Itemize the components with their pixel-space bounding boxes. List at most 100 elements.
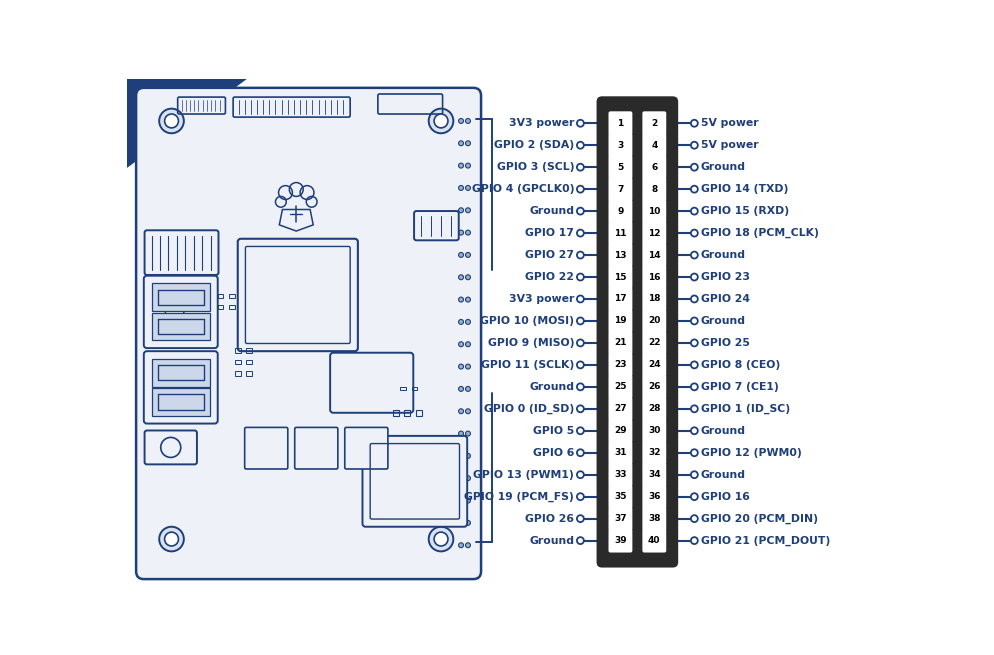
FancyBboxPatch shape (144, 351, 218, 424)
FancyBboxPatch shape (642, 397, 666, 421)
Text: 33: 33 (613, 470, 626, 479)
Circle shape (428, 527, 453, 552)
Text: Ground: Ground (529, 382, 574, 392)
Text: 39: 39 (613, 536, 626, 545)
Text: GPIO 5: GPIO 5 (533, 426, 574, 436)
FancyBboxPatch shape (345, 428, 388, 469)
Circle shape (690, 537, 697, 544)
Circle shape (577, 339, 583, 346)
Circle shape (577, 141, 583, 149)
Circle shape (690, 185, 697, 193)
FancyBboxPatch shape (642, 221, 666, 245)
FancyBboxPatch shape (608, 243, 632, 267)
Circle shape (577, 164, 583, 171)
Circle shape (577, 449, 583, 456)
Circle shape (465, 141, 470, 146)
Circle shape (690, 405, 697, 412)
Text: 8: 8 (650, 185, 657, 194)
Text: GPIO 4 (GPCLK0): GPIO 4 (GPCLK0) (471, 184, 574, 194)
Circle shape (465, 275, 470, 280)
Text: Ground: Ground (529, 536, 574, 546)
Text: 9: 9 (616, 206, 623, 215)
Circle shape (577, 318, 583, 324)
Circle shape (159, 527, 184, 552)
FancyBboxPatch shape (136, 88, 480, 579)
Text: 17: 17 (613, 295, 626, 303)
Text: 38: 38 (647, 514, 660, 523)
Circle shape (458, 163, 463, 168)
Text: 7: 7 (616, 185, 623, 194)
Bar (218, 305, 223, 309)
Circle shape (458, 119, 463, 123)
FancyBboxPatch shape (642, 287, 666, 311)
Text: 4: 4 (650, 141, 657, 150)
Text: GPIO 27: GPIO 27 (525, 250, 574, 260)
Circle shape (164, 114, 178, 128)
FancyBboxPatch shape (608, 265, 632, 289)
Text: 22: 22 (647, 339, 660, 347)
Text: 26: 26 (647, 383, 660, 391)
Text: 37: 37 (613, 514, 626, 523)
Circle shape (690, 339, 697, 346)
Text: 31: 31 (613, 448, 626, 457)
Text: GPIO 6: GPIO 6 (533, 448, 574, 458)
Text: 30: 30 (647, 426, 660, 436)
Bar (235, 371, 241, 376)
FancyBboxPatch shape (608, 309, 632, 333)
Text: GPIO 23: GPIO 23 (700, 272, 748, 282)
Circle shape (690, 427, 697, 434)
FancyBboxPatch shape (642, 178, 666, 201)
Text: GPIO 11 (SCLK): GPIO 11 (SCLK) (480, 360, 574, 370)
Text: 11: 11 (613, 229, 626, 238)
Circle shape (458, 342, 463, 346)
FancyBboxPatch shape (608, 441, 632, 464)
Text: GPIO 16: GPIO 16 (700, 492, 748, 502)
Text: Ground: Ground (529, 206, 574, 216)
Circle shape (433, 532, 447, 546)
FancyBboxPatch shape (608, 463, 632, 487)
Circle shape (577, 362, 583, 368)
Circle shape (458, 386, 463, 392)
FancyBboxPatch shape (144, 276, 218, 348)
Text: 10: 10 (647, 206, 660, 215)
Circle shape (690, 120, 697, 126)
Circle shape (465, 543, 470, 548)
Circle shape (458, 431, 463, 436)
Text: GPIO 12 (PWM0): GPIO 12 (PWM0) (700, 448, 800, 458)
Circle shape (690, 230, 697, 236)
Text: 35: 35 (613, 492, 626, 501)
Text: 1: 1 (616, 119, 623, 128)
Circle shape (465, 364, 470, 369)
Text: 3V3 power: 3V3 power (508, 119, 574, 128)
Circle shape (458, 409, 463, 414)
Circle shape (433, 114, 447, 128)
Circle shape (690, 318, 697, 324)
Circle shape (465, 453, 470, 458)
FancyBboxPatch shape (330, 353, 413, 413)
Circle shape (577, 208, 583, 215)
Bar (246, 371, 252, 376)
Circle shape (577, 471, 583, 478)
FancyBboxPatch shape (245, 428, 287, 469)
FancyBboxPatch shape (608, 155, 632, 179)
Circle shape (458, 275, 463, 280)
Circle shape (458, 185, 463, 191)
Polygon shape (126, 79, 246, 167)
FancyBboxPatch shape (608, 331, 632, 355)
Circle shape (577, 515, 583, 522)
Bar (412, 386, 416, 390)
FancyBboxPatch shape (608, 287, 632, 311)
Circle shape (458, 320, 463, 324)
Circle shape (690, 493, 697, 500)
Circle shape (465, 409, 470, 414)
FancyBboxPatch shape (608, 221, 632, 245)
Circle shape (577, 405, 583, 412)
FancyBboxPatch shape (608, 485, 632, 508)
FancyBboxPatch shape (362, 436, 467, 527)
Text: GPIO 26: GPIO 26 (525, 514, 574, 523)
Text: 16: 16 (647, 272, 660, 282)
Text: GPIO 1 (ID_SC): GPIO 1 (ID_SC) (700, 403, 789, 414)
Bar (151, 312, 210, 341)
Text: 15: 15 (613, 272, 626, 282)
Text: GPIO 9 (MISO): GPIO 9 (MISO) (487, 338, 574, 348)
